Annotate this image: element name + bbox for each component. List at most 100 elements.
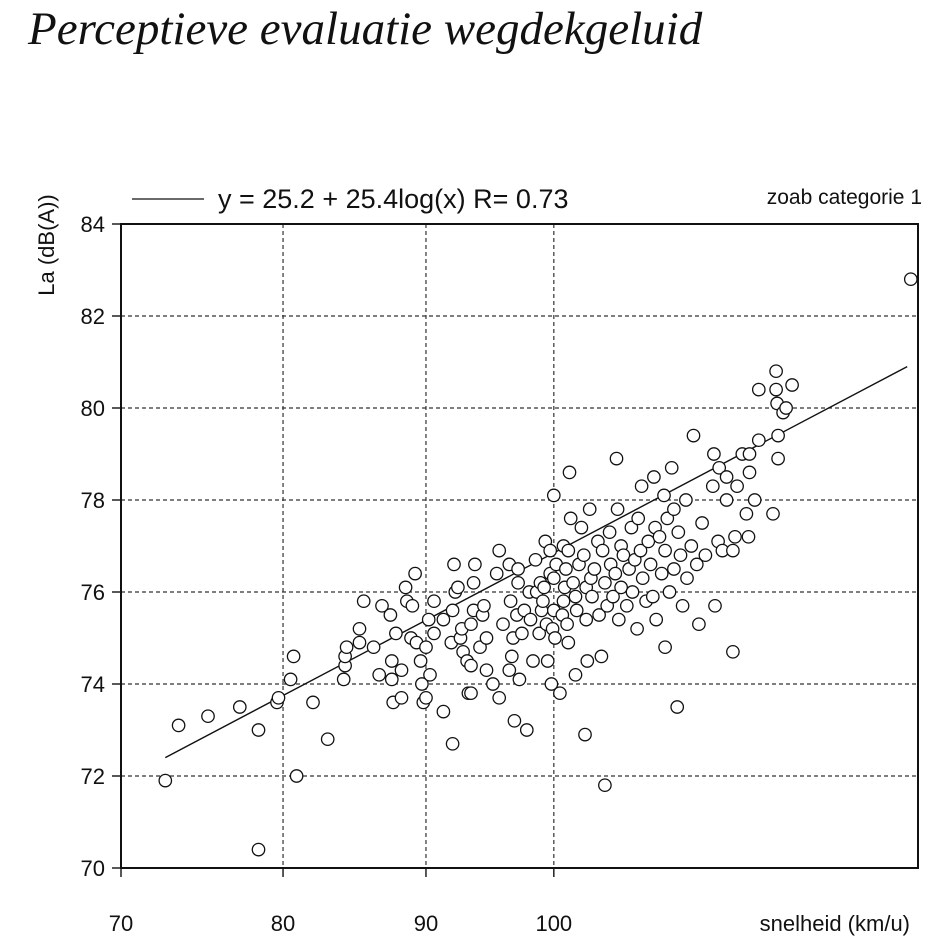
data-point xyxy=(523,612,538,627)
data-point xyxy=(232,700,247,714)
data-point xyxy=(507,713,522,728)
data-point xyxy=(548,631,562,645)
data-points-layer xyxy=(158,272,918,857)
data-point xyxy=(289,769,304,783)
data-point xyxy=(580,654,595,668)
data-point xyxy=(436,704,451,719)
data-point xyxy=(421,612,436,627)
data-point xyxy=(647,470,661,484)
data-point xyxy=(660,511,675,526)
data-point xyxy=(751,382,766,397)
data-point xyxy=(384,672,399,687)
data-point xyxy=(692,617,706,632)
data-point xyxy=(339,640,354,655)
data-point xyxy=(705,479,720,494)
data-point xyxy=(769,364,783,379)
x-tick-label: 100 xyxy=(535,911,572,936)
data-point xyxy=(686,428,701,443)
data-point xyxy=(611,612,626,627)
data-point xyxy=(707,447,721,461)
page-title: Perceptieve evaluatie wegdekgeluid xyxy=(28,3,703,55)
data-point xyxy=(654,566,669,581)
data-point xyxy=(515,626,529,641)
x-tick-label: 70 xyxy=(109,911,133,936)
data-point xyxy=(903,272,918,287)
data-point xyxy=(766,506,780,521)
data-point xyxy=(352,621,367,636)
data-point xyxy=(419,690,433,705)
data-point xyxy=(671,525,686,540)
data-point xyxy=(560,617,574,632)
data-point xyxy=(464,617,478,632)
data-point xyxy=(667,562,681,576)
y-tick-label: 84 xyxy=(81,212,105,237)
legend: y = 25.2 + 25.4log(x) R= 0.73 xyxy=(132,184,568,214)
data-point xyxy=(634,479,649,494)
data-point xyxy=(423,667,437,682)
data-point xyxy=(641,534,656,549)
data-point xyxy=(645,589,660,604)
legend-label: y = 25.2 + 25.4log(x) R= 0.73 xyxy=(218,184,568,214)
data-point xyxy=(503,594,518,609)
data-point xyxy=(610,502,625,517)
data-point xyxy=(643,557,658,572)
data-point xyxy=(559,562,573,576)
data-point xyxy=(652,529,667,544)
data-point xyxy=(742,447,757,461)
data-point xyxy=(582,502,597,517)
data-point xyxy=(585,589,599,604)
y-tick-label: 76 xyxy=(81,580,105,605)
data-point xyxy=(352,635,367,650)
data-point xyxy=(561,635,576,650)
data-point xyxy=(726,644,740,659)
data-point xyxy=(708,598,722,613)
data-point xyxy=(670,700,685,714)
data-point xyxy=(728,529,742,544)
y-tick-label: 72 xyxy=(81,764,105,789)
data-point xyxy=(445,603,460,618)
data-point xyxy=(664,460,679,475)
data-point xyxy=(492,690,507,705)
data-point xyxy=(576,548,591,563)
data-point xyxy=(419,640,433,655)
data-point xyxy=(658,543,672,558)
data-point xyxy=(540,654,555,668)
data-point xyxy=(496,617,510,632)
data-point xyxy=(464,686,478,701)
data-point xyxy=(511,562,525,576)
data-point xyxy=(578,727,592,742)
data-point xyxy=(568,667,583,682)
data-point xyxy=(630,621,644,636)
data-point xyxy=(201,709,215,724)
data-point xyxy=(447,557,461,572)
data-point xyxy=(680,571,694,586)
data-point xyxy=(649,612,664,627)
data-point xyxy=(592,608,606,622)
data-point xyxy=(502,663,517,678)
data-point xyxy=(742,465,757,480)
data-point xyxy=(512,672,527,687)
data-point xyxy=(606,589,620,604)
data-point xyxy=(413,654,428,668)
data-point xyxy=(489,566,504,581)
data-point xyxy=(698,548,713,563)
y-axis-label: La (dB(A)) xyxy=(34,194,59,295)
data-point xyxy=(553,686,567,701)
data-point xyxy=(526,654,540,668)
data-point xyxy=(633,543,648,558)
y-tick-label: 80 xyxy=(81,396,105,421)
data-point xyxy=(394,690,409,705)
data-point xyxy=(598,575,612,590)
data-point xyxy=(158,773,173,788)
data-point xyxy=(566,575,580,590)
data-point xyxy=(625,585,640,599)
y-tick-label: 74 xyxy=(81,672,105,697)
y-tick-label: 70 xyxy=(81,856,105,881)
data-point xyxy=(504,649,519,664)
data-point xyxy=(609,451,624,466)
data-point xyxy=(286,649,301,664)
data-point xyxy=(320,732,335,747)
data-point xyxy=(336,672,351,687)
data-point xyxy=(477,598,491,613)
